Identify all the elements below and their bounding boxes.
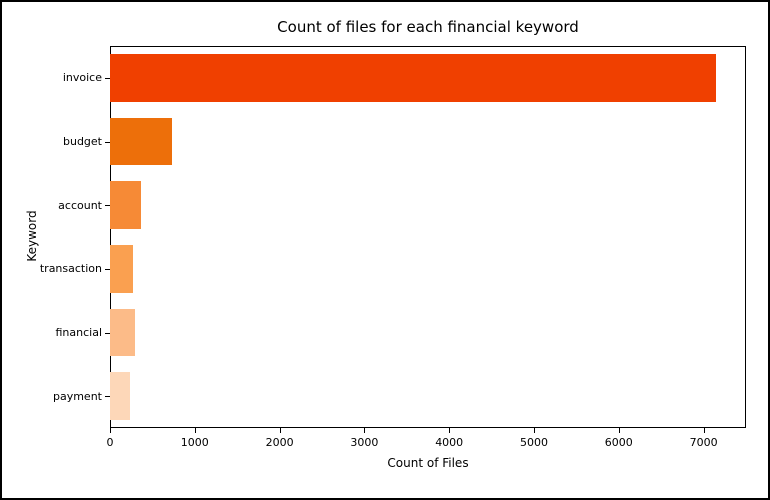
xtick-mark (195, 428, 196, 433)
x-axis-label: Count of Files (110, 456, 746, 470)
bar-invoice (110, 54, 716, 102)
xtick-label-7000: 7000 (679, 436, 729, 449)
bar-transaction (110, 245, 133, 293)
ytick-mark (105, 333, 110, 334)
xtick-label-2000: 2000 (255, 436, 305, 449)
xtick-mark (704, 428, 705, 433)
chart-title: Count of files for each financial keywor… (110, 18, 746, 36)
ytick-label-invoice: invoice (24, 71, 102, 84)
bar-payment (110, 372, 130, 420)
xtick-label-1000: 1000 (170, 436, 220, 449)
ytick-mark (105, 269, 110, 270)
xtick-mark (364, 428, 365, 433)
xtick-mark (110, 428, 111, 433)
bar-budget (110, 118, 172, 166)
xtick-label-5000: 5000 (509, 436, 559, 449)
plot-area (110, 46, 746, 428)
xtick-mark (534, 428, 535, 433)
xtick-mark (619, 428, 620, 433)
ytick-label-transaction: transaction (24, 262, 102, 275)
bar-financial (110, 309, 135, 357)
ytick-label-account: account (24, 199, 102, 212)
ytick-mark (105, 142, 110, 143)
xtick-mark (449, 428, 450, 433)
ytick-mark (105, 205, 110, 206)
bar-account (110, 181, 141, 229)
ytick-mark (105, 78, 110, 79)
ytick-mark (105, 396, 110, 397)
y-axis-label: Keyword (25, 206, 39, 266)
ytick-label-financial: financial (24, 326, 102, 339)
xtick-label-4000: 4000 (424, 436, 474, 449)
xtick-mark (280, 428, 281, 433)
xtick-label-0: 0 (85, 436, 135, 449)
ytick-label-payment: payment (24, 390, 102, 403)
xtick-label-6000: 6000 (594, 436, 644, 449)
chart-container: Count of files for each financial keywor… (0, 0, 770, 500)
xtick-label-3000: 3000 (339, 436, 389, 449)
ytick-label-budget: budget (24, 135, 102, 148)
